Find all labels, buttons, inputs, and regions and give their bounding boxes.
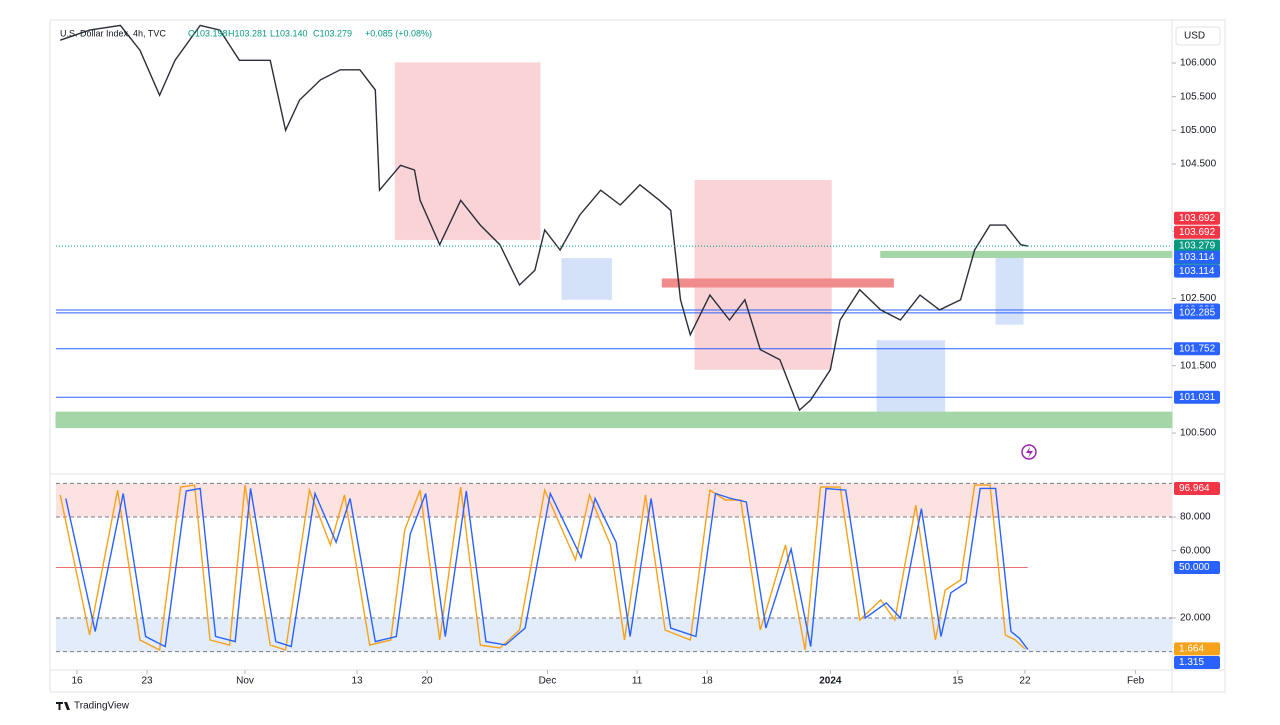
zone — [880, 250, 1173, 258]
price-tag — [1174, 306, 1220, 320]
y-tick-label: 105.500 — [1180, 91, 1217, 102]
x-tick-label: 22 — [1019, 676, 1031, 687]
value-tag — [1174, 642, 1220, 656]
high: H103.281 — [228, 28, 267, 38]
band — [56, 618, 1172, 652]
brand-logo — [56, 702, 70, 710]
x-tick-label: Dec — [539, 676, 557, 687]
alert-bolt — [1026, 447, 1033, 458]
band — [56, 483, 1172, 518]
price-tag — [1174, 250, 1220, 264]
value-tag — [1174, 655, 1220, 669]
value-tag — [1174, 481, 1220, 495]
change: +0.085 (+0.08%) — [365, 28, 432, 38]
box — [876, 340, 946, 425]
price-tag — [1174, 390, 1220, 404]
x-tick-label: 13 — [351, 676, 363, 687]
price-tag — [1174, 211, 1220, 225]
box — [394, 62, 541, 240]
x-tick-label: 20 — [422, 676, 434, 687]
price-tag-label: 101.031 — [1179, 392, 1216, 403]
price-tag-label: 103.692 — [1179, 227, 1216, 238]
price-tag — [1174, 239, 1220, 253]
box — [995, 254, 1024, 325]
value-tag-label: 1.664 — [1179, 643, 1204, 654]
alert-icon[interactable] — [1021, 444, 1037, 460]
box — [561, 258, 612, 300]
brand: TradingView — [74, 701, 130, 712]
currency-button[interactable] — [1175, 26, 1221, 46]
price-tag-label: 103.279 — [1179, 241, 1216, 252]
y-tick-label: 20.000 — [1180, 613, 1211, 624]
price-tag-label: 101.752 — [1179, 343, 1216, 354]
price-tag-label: 103.114 — [1179, 266, 1215, 277]
series-line — [59, 484, 1026, 652]
y-tick-label: 105.000 — [1180, 125, 1217, 136]
y-tick-label: 106.000 — [1180, 58, 1217, 69]
x-tick-label: 16 — [71, 676, 83, 687]
price-tag — [1174, 342, 1220, 356]
price-tag — [1174, 561, 1220, 575]
frame — [49, 19, 1226, 693]
y-tick-label: 60.000 — [1180, 545, 1211, 556]
value-tag-label: 1.315 — [1179, 657, 1204, 668]
price-tag — [1174, 264, 1220, 278]
price-tag-label: 103.692 — [1179, 213, 1216, 224]
y-tick-label: 80.000 — [1180, 512, 1211, 523]
close: C103.279 — [313, 28, 352, 38]
x-tick-label: 2024 — [819, 676, 842, 687]
series-line — [59, 24, 1028, 412]
price-tag — [1174, 225, 1220, 239]
y-tick-label: 100.500 — [1180, 428, 1217, 439]
zone — [55, 411, 1173, 429]
price-tag-label: 102.285 — [1179, 308, 1216, 319]
value-tag-label: 96.964 — [1179, 483, 1210, 494]
x-tick-label: 23 — [141, 676, 153, 687]
price-tag-label: 50.000 — [1179, 562, 1210, 573]
zone — [661, 278, 894, 288]
y-tick-label: 101.500 — [1180, 360, 1217, 371]
series-line — [65, 487, 1029, 650]
x-tick-label: Feb — [1127, 676, 1145, 687]
y-tick-label: 104.500 — [1180, 159, 1217, 170]
x-tick-label: 11 — [632, 676, 643, 687]
x-tick-label: 15 — [952, 676, 964, 687]
x-tick-label: Nov — [236, 676, 254, 687]
open: O103.198 — [188, 28, 228, 38]
box — [694, 180, 832, 370]
y-tick-label: 102.500 — [1180, 293, 1217, 304]
price-tag-label: 103.114 — [1179, 252, 1215, 263]
plot: 106.000105.500105.000104.500103.500102.5… — [55, 24, 1220, 687]
currency: USD — [1184, 31, 1205, 42]
low: L103.140 — [270, 28, 308, 38]
header: U.S. Dollar Index, 4h, TVC O103.198 H103… — [60, 28, 432, 38]
symbol: U.S. Dollar Index, 4h, TVC — [60, 28, 166, 38]
x-tick-label: 18 — [702, 676, 714, 687]
